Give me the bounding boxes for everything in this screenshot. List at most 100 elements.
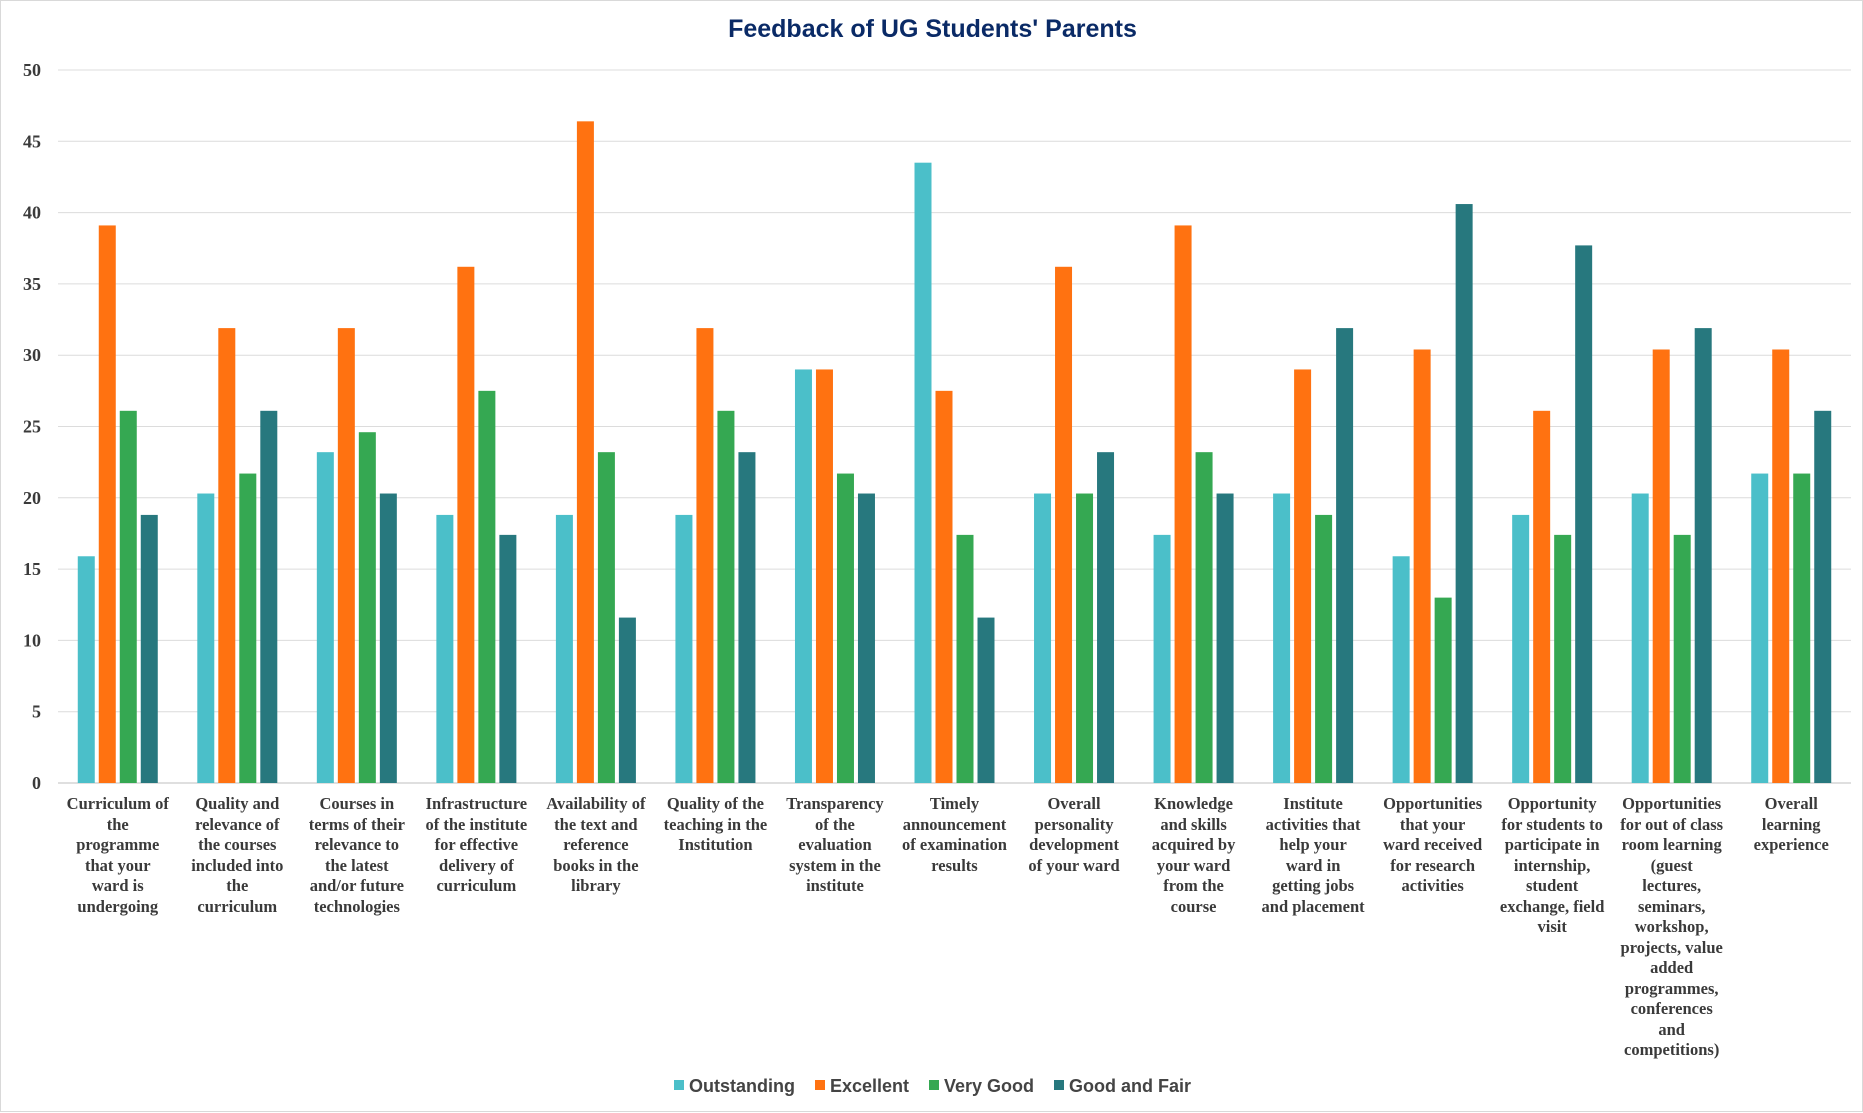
x-tick-label-line: that your <box>84 855 151 875</box>
bar <box>1631 493 1649 783</box>
x-tick-label-line: student <box>1526 876 1579 895</box>
bar <box>1512 514 1530 783</box>
x-tick-label-line: from the <box>1163 876 1224 895</box>
bar <box>914 162 932 783</box>
x-tick-label-line: Timely <box>929 794 980 813</box>
bar <box>119 410 137 783</box>
x-tick-label: Quality and relevance of the courses includ… <box>176 794 298 917</box>
x-tick-label: Curriculum of the programme that your ward i… <box>57 794 179 917</box>
bar <box>1772 349 1790 783</box>
bar <box>457 266 475 784</box>
y-tick-label: 10 <box>23 630 41 650</box>
x-tick-label-line: and skills <box>1160 814 1227 834</box>
x-tick-label-line: Quality and <box>195 794 280 813</box>
legend-item: Good and Fair <box>1054 1076 1191 1097</box>
x-tick-label-line: results <box>931 855 978 875</box>
x-tick-label-line: the text and <box>554 814 638 834</box>
x-tick-label-line: system in the <box>789 855 881 875</box>
x-tick-label-line: help your <box>1279 835 1347 854</box>
x-tick-label-line: Transparency <box>786 794 884 813</box>
legend-label: Excellent <box>829 1076 909 1096</box>
bar <box>1174 225 1192 783</box>
x-tick-label: Institute activities that help your ward in… <box>1252 794 1374 917</box>
x-tick-label: Overall learning experience <box>1730 794 1852 856</box>
bar <box>1076 493 1094 783</box>
x-tick-label-line: Opportunity <box>1507 794 1597 813</box>
bar <box>1652 349 1670 783</box>
bar <box>1153 534 1171 783</box>
x-tick-label-line: books in the <box>553 855 639 875</box>
x-tick-label-line: acquired by <box>1151 835 1236 854</box>
bar <box>1673 534 1691 783</box>
legend-label: Good and Fair <box>1069 1076 1192 1096</box>
x-tick-label-line: for students to <box>1501 814 1603 834</box>
bar <box>675 514 693 783</box>
bar <box>1455 204 1473 783</box>
x-tick-label: Transparency of the evaluation system in th… <box>774 794 896 897</box>
bar <box>436 514 454 783</box>
x-tick-label-line: evaluation <box>798 835 872 854</box>
bar <box>1413 349 1431 783</box>
bar <box>379 493 397 783</box>
bar <box>717 410 735 783</box>
x-tick-label-line: undergoing <box>77 896 159 916</box>
bar <box>77 556 95 783</box>
bar <box>935 390 953 783</box>
x-tick-label-line: Courses in <box>319 794 395 813</box>
y-tick-label: 45 <box>23 131 41 151</box>
x-tick-label-line: and/or future <box>309 876 404 895</box>
bar <box>956 534 974 783</box>
x-tick-label-line: of the institute <box>425 814 528 834</box>
bar <box>1694 328 1712 783</box>
x-tick-label-line: Knowledge <box>1154 794 1233 813</box>
x-tick-label-line: Overall <box>1764 794 1818 813</box>
x-tick-label-line: exchange, field <box>1499 896 1605 916</box>
x-tick-label: Availability of the text and reference book… <box>535 794 657 897</box>
bar <box>977 617 995 783</box>
x-tick-label-line: Quality of the <box>666 794 764 813</box>
bar <box>140 514 158 783</box>
x-tick-label-line: for effective <box>434 835 519 854</box>
x-tick-label-line: announcement <box>902 814 1007 834</box>
x-tick-label-line: Opportunities <box>1622 794 1722 813</box>
x-tick-label-line: included into <box>191 855 284 875</box>
legend-label: Very Good <box>944 1076 1035 1096</box>
x-tick-label-line: and <box>1658 1019 1685 1039</box>
x-tick-label-line: of examination <box>902 835 1007 854</box>
legend-swatch <box>814 1080 825 1091</box>
x-tick-label: Opportunities that your ward received for r… <box>1372 794 1494 897</box>
x-tick-label-line: Opportunities <box>1383 794 1483 813</box>
x-tick-label-line: institute <box>806 876 864 895</box>
x-tick-label-line: added <box>1650 958 1694 977</box>
legend-item: Excellent <box>814 1076 909 1097</box>
x-tick-label: Opportunity for students to participate in… <box>1491 794 1613 938</box>
bar <box>555 514 573 783</box>
x-tick-label-line: that your <box>1399 814 1466 834</box>
bar <box>260 410 278 783</box>
bar <box>1294 369 1312 783</box>
x-tick-label: Timely announcement of examination results <box>894 794 1016 876</box>
x-tick-label-line: seminars, <box>1638 896 1706 916</box>
x-tick-label-line: of your ward <box>1028 855 1120 875</box>
bar <box>499 534 517 783</box>
bar <box>618 617 636 783</box>
x-tick-label-line: activities that <box>1265 814 1361 834</box>
x-tick-label-line: your ward <box>1156 855 1231 875</box>
bar <box>738 452 756 783</box>
x-tick-label-line: Availability of <box>546 794 646 813</box>
chart-title: Feedback of UG Students' Parents <box>728 15 1137 43</box>
x-tick-label-line: workshop, <box>1634 917 1709 936</box>
x-tick-label-line: competitions) <box>1624 1040 1720 1059</box>
x-tick-label-line: ward in <box>1285 855 1341 875</box>
x-tick-label-line: Curriculum of <box>66 794 169 813</box>
x-tick-label-line: projects, value <box>1620 937 1723 957</box>
legend-swatch <box>1054 1080 1065 1091</box>
x-tick-label-line: room learning <box>1621 835 1722 854</box>
x-tick-label-line: ward received <box>1383 835 1483 854</box>
x-tick-label: Infrastructure of the institute for effect… <box>415 794 537 897</box>
bar <box>1097 452 1115 783</box>
bar <box>1575 245 1593 783</box>
y-tick-label: 0 <box>32 773 41 793</box>
x-tick-label-line: getting jobs <box>1272 876 1355 895</box>
